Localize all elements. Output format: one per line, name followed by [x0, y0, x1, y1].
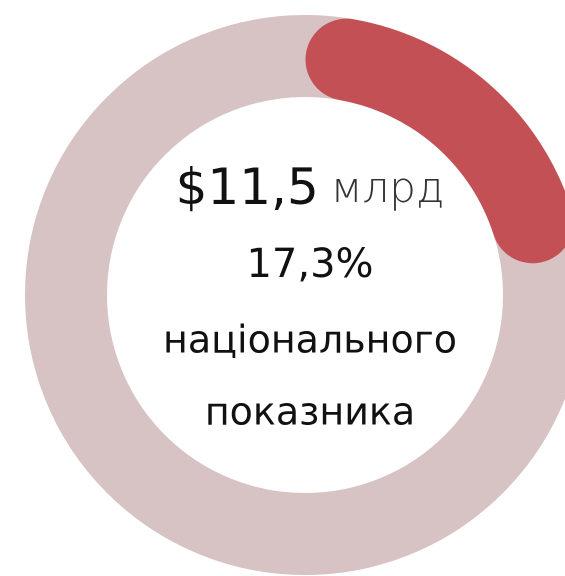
caption-line: показника [205, 390, 415, 434]
amount: $11,5 [176, 158, 319, 216]
donut-track [25, 15, 565, 575]
value-label: 17,3% [246, 241, 373, 287]
center-amount: $11,5 млрд [176, 158, 445, 216]
caption-line: національного [163, 318, 457, 362]
unit: млрд [331, 163, 445, 212]
donut-segment [305, 18, 565, 264]
